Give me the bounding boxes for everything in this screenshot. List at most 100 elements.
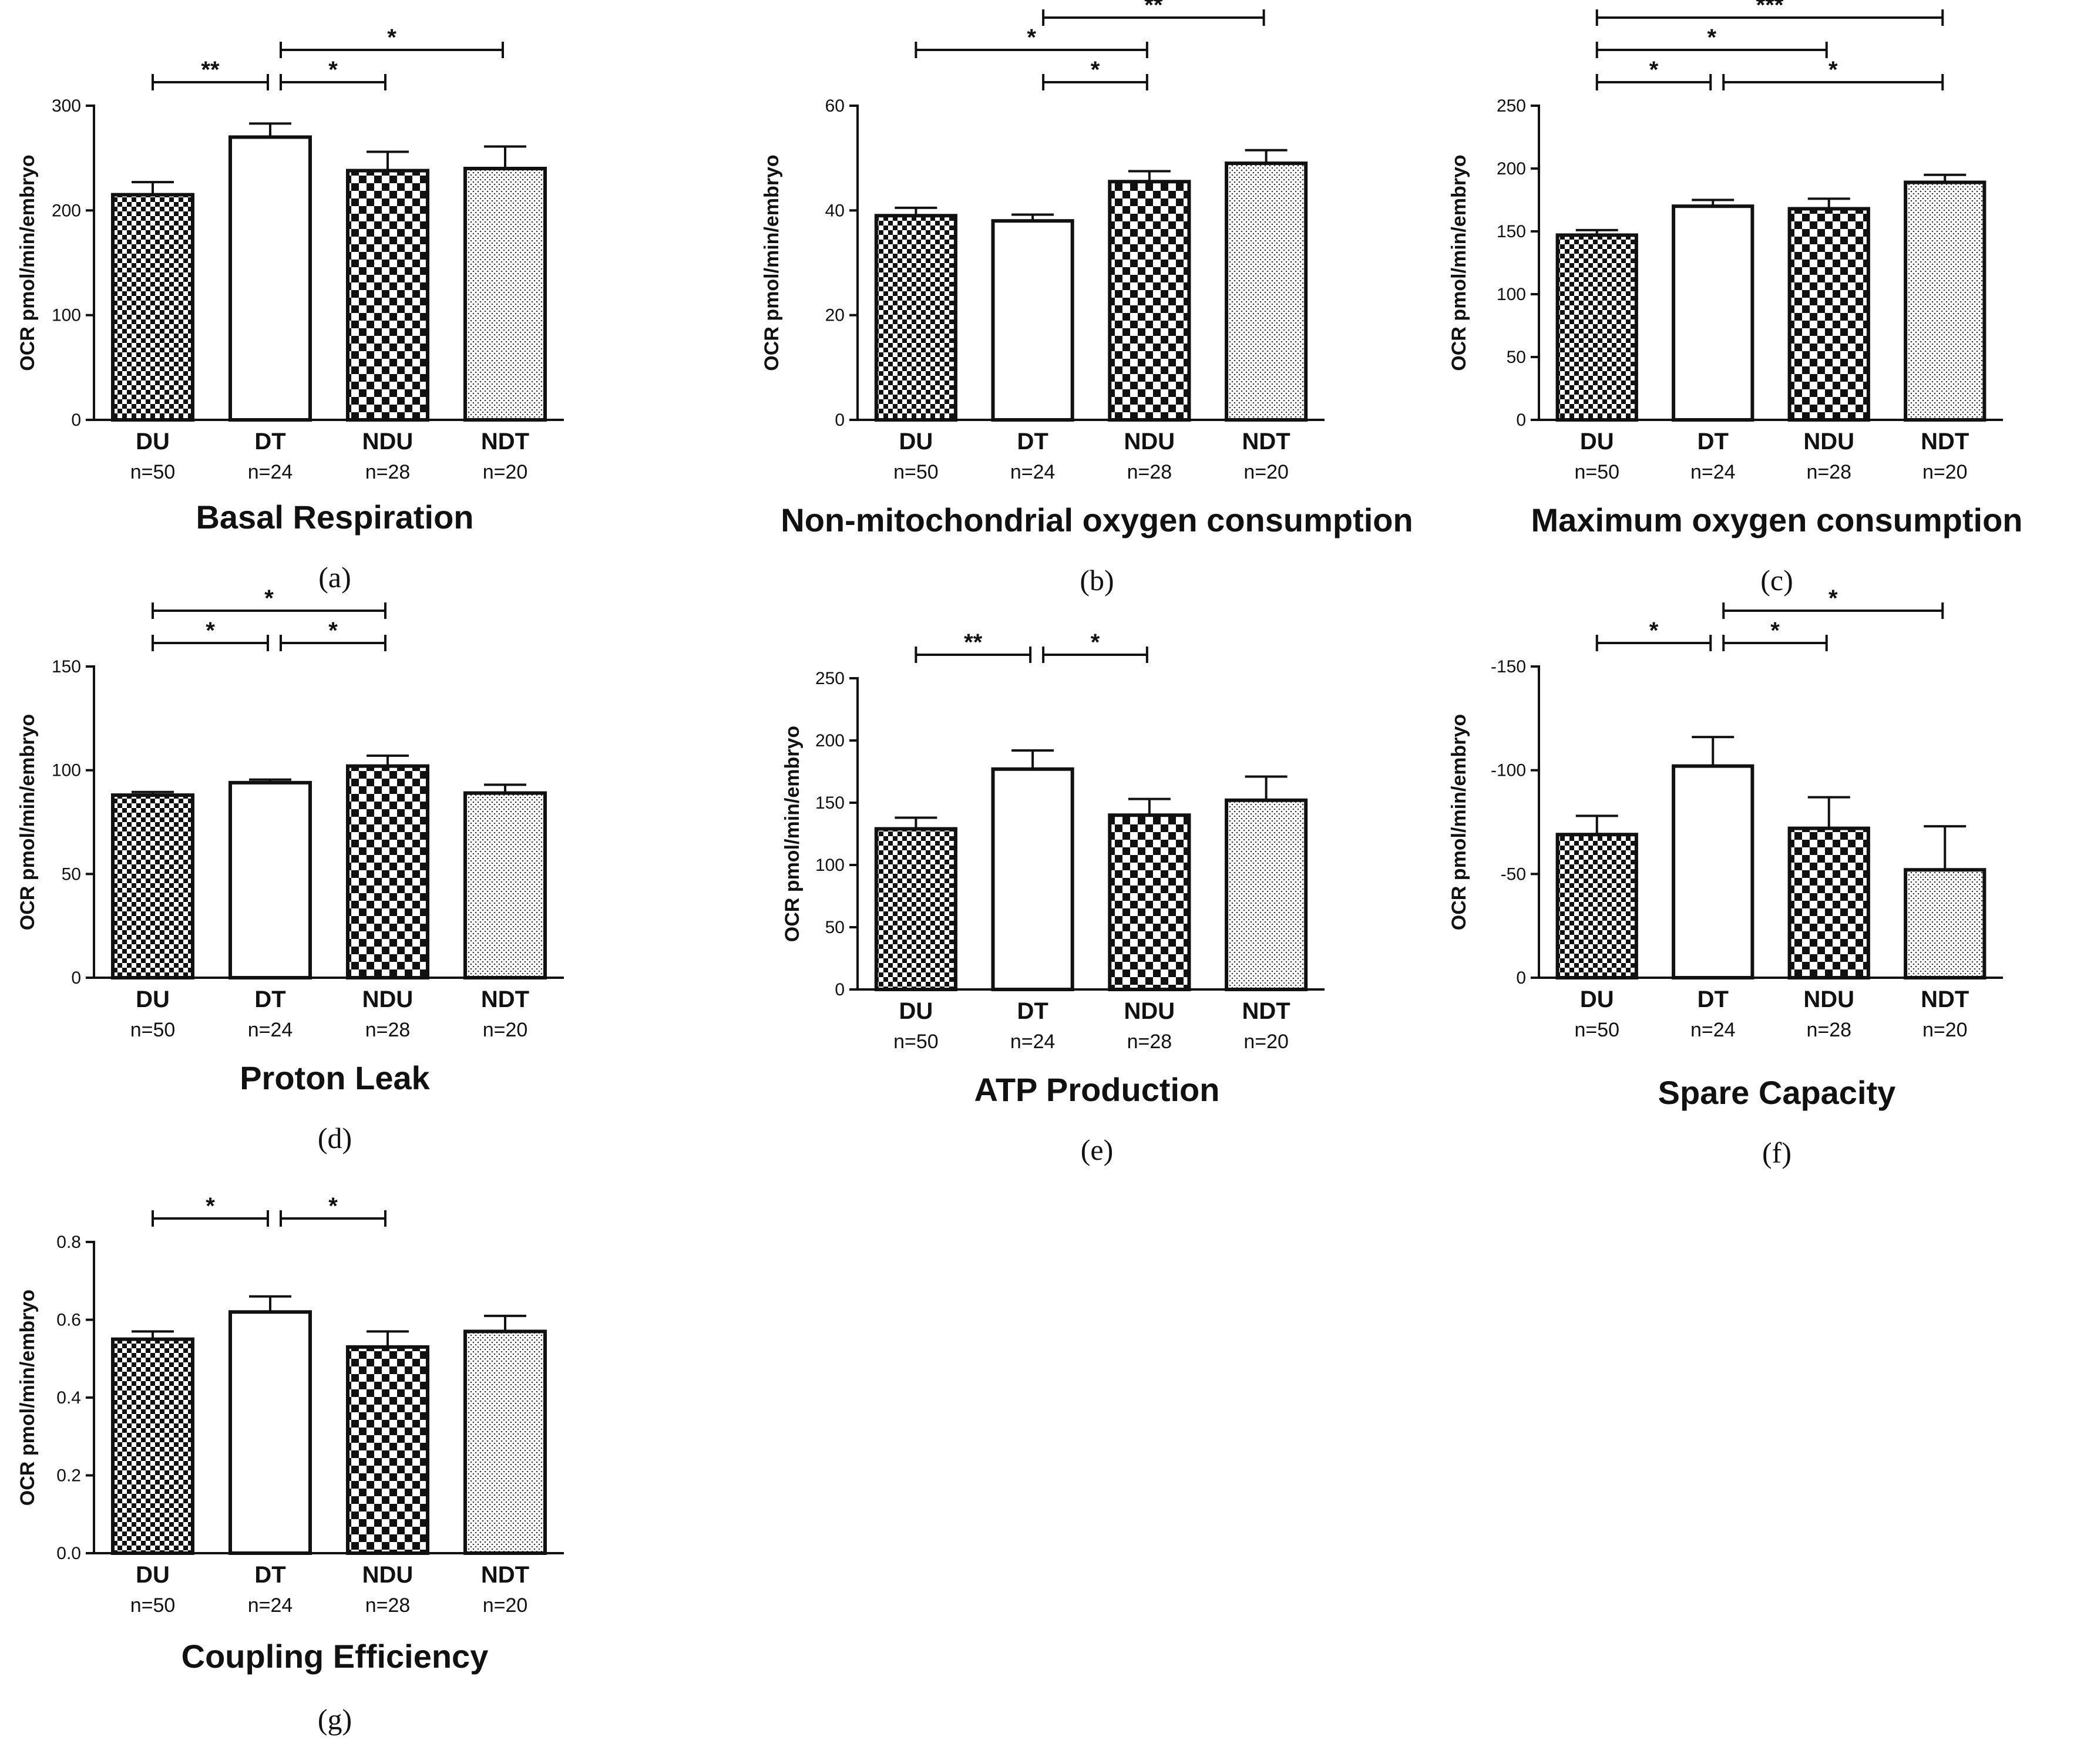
significance-label: *** (1756, 0, 1784, 18)
sample-size-label: n=20 (1922, 461, 1968, 483)
bar-ndt (1225, 798, 1308, 991)
y-axis-label: OCR pmol/min/embryo (16, 1290, 39, 1506)
y-tick-label: 40 (825, 201, 845, 220)
chart-title: ATP Production (974, 1071, 1220, 1108)
y-tick-label: 100 (52, 306, 81, 325)
significance-label: * (1091, 629, 1100, 655)
panel-label: (e) (1081, 1133, 1114, 1166)
bar-du (1555, 233, 1638, 422)
x-tick-label: NDT (481, 429, 529, 455)
sample-size-label: n=24 (1690, 461, 1736, 483)
bar-dt (1672, 764, 1754, 979)
chart-panel-3: 0 50 100 150 200 250 DU n=50 DT n=24 NDU n=28 NDT n=2… (1448, 0, 2023, 597)
sample-size-label: n=28 (1806, 1019, 1851, 1041)
y-tick-label: -100 (1491, 761, 1526, 780)
chart-title: Spare Capacity (1658, 1074, 1896, 1111)
x-tick-label: NDU (1124, 998, 1175, 1024)
y-tick-label: 0 (1516, 410, 1526, 430)
x-tick-label: NDU (1124, 429, 1175, 455)
panel-label: (d) (318, 1122, 352, 1154)
sample-size-label: n=20 (1922, 1019, 1968, 1041)
sample-size-label: n=50 (1574, 461, 1619, 483)
bar-ndu (1108, 180, 1191, 422)
significance-label: * (1027, 25, 1036, 51)
sample-size-label: n=20 (1243, 461, 1289, 483)
x-tick-label: DT (254, 987, 285, 1012)
y-axis-label: OCR pmol/min/embryo (761, 154, 783, 371)
bar-ndt (463, 791, 547, 979)
sample-size-label: n=28 (1127, 461, 1172, 483)
bar-du (1555, 833, 1638, 979)
y-axis-label: OCR pmol/min/embryo (1448, 714, 1470, 930)
bar-du (874, 214, 957, 422)
significance-label: * (1707, 25, 1716, 51)
sample-size-label: n=50 (130, 461, 176, 483)
bar-ndt (1904, 868, 1986, 980)
bar-ndu (346, 169, 429, 422)
y-axis-label: OCR pmol/min/embryo (781, 726, 804, 942)
x-tick-label: NDT (481, 987, 529, 1012)
bar-du (111, 1337, 194, 1555)
y-tick-label: 0 (835, 410, 845, 430)
y-tick-label: 100 (52, 761, 81, 780)
x-tick-label: DT (1017, 998, 1048, 1024)
y-tick-label: 50 (62, 864, 81, 884)
sample-size-label: n=20 (483, 1594, 528, 1617)
significance-label: * (1770, 618, 1780, 644)
significance-label: * (206, 618, 215, 644)
y-tick-label: 150 (815, 793, 845, 813)
sample-size-label: n=50 (130, 1019, 176, 1041)
chart-panel-4: 0 50 100 150 DU n=50 DT n=24 NDU n=28 NDT n=20 OCR p… (16, 585, 564, 1154)
x-tick-label: NDU (1803, 987, 1854, 1012)
sample-size-label: n=50 (893, 461, 939, 483)
sample-size-label: n=24 (248, 1594, 293, 1617)
chart-title: Maximum oxygen consumption (1531, 501, 2023, 538)
significance-label: * (1649, 618, 1659, 644)
x-tick-label: NDU (362, 1562, 414, 1588)
chart-panel-2: 0 20 40 60 DU n=50 DT n=24 NDU n=28 NDT n=20 OCR pmo… (761, 0, 1413, 597)
y-tick-label: 0 (835, 980, 845, 999)
chart-title: Basal Respiration (196, 499, 473, 536)
y-tick-label: 50 (1507, 348, 1526, 367)
y-tick-label: 300 (52, 96, 81, 116)
x-tick-label: DU (899, 429, 933, 455)
y-tick-label: 50 (825, 918, 845, 937)
sample-size-label: n=28 (365, 1019, 411, 1041)
sample-size-label: n=20 (483, 461, 528, 483)
sample-size-label: n=24 (248, 1019, 293, 1041)
x-tick-label: DT (254, 1562, 285, 1588)
x-tick-label: NDT (481, 1562, 529, 1588)
panel-label: (c) (1760, 564, 1793, 597)
sample-size-label: n=24 (248, 461, 293, 483)
chart-title: Coupling Efficiency (181, 1638, 489, 1675)
sample-size-label: n=50 (893, 1031, 939, 1053)
x-tick-label: DU (1580, 429, 1614, 455)
sample-size-label: n=28 (1127, 1031, 1172, 1053)
y-tick-label: 100 (815, 856, 845, 875)
bar-dt (228, 1310, 312, 1555)
y-tick-label: 0.2 (56, 1466, 81, 1486)
significance-label: ** (964, 629, 983, 655)
y-axis-label: OCR pmol/min/embryo (16, 154, 39, 371)
sample-size-label: n=24 (1010, 461, 1056, 483)
significance-label: ** (201, 57, 220, 83)
y-tick-label: -50 (1501, 864, 1526, 884)
chart-panel-7: 0.0 0.2 0.4 0.6 0.8 DU n=50 DT n=24 NDU n=28 NDT n=2… (16, 1193, 564, 1736)
x-tick-label: DT (254, 429, 285, 455)
significance-label: * (328, 618, 338, 644)
panel-label: (f) (1762, 1136, 1791, 1169)
sample-size-label: n=20 (483, 1019, 528, 1041)
chart-panel-1: 0 100 200 300 DU n=50 DT n=24 NDU n=28 NDT n=20 OCR … (16, 25, 564, 594)
bar-ndu (1787, 826, 1870, 979)
y-axis-label: OCR pmol/min/embryo (16, 714, 39, 930)
significance-label: * (328, 57, 338, 83)
bar-ndt (463, 1329, 547, 1555)
significance-label: * (206, 1193, 215, 1219)
x-tick-label: NDT (1921, 429, 1969, 455)
y-axis-label: OCR pmol/min/embryo (1448, 154, 1470, 371)
y-tick-label: 0.8 (56, 1233, 81, 1252)
y-tick-label: 0 (71, 968, 81, 988)
x-tick-label: DU (1580, 987, 1614, 1012)
y-tick-label: -150 (1491, 657, 1526, 676)
y-tick-label: 20 (825, 306, 845, 325)
